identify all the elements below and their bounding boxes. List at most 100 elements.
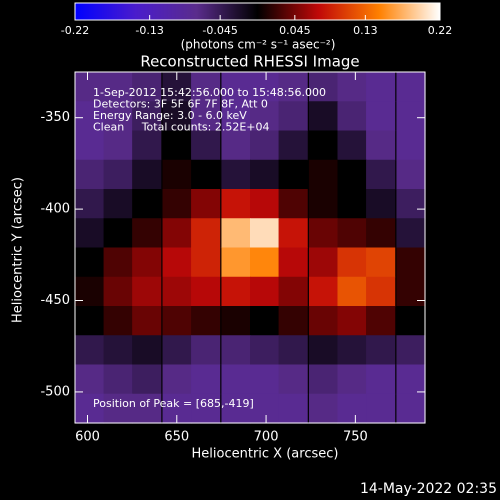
heatmap-cell <box>75 364 105 395</box>
heatmap-cell <box>162 364 192 395</box>
y-tick-label: -400 <box>40 202 70 217</box>
heatmap-cell <box>162 189 192 219</box>
heatmap-cell <box>191 335 221 366</box>
peak-label: Position of Peak = [685,-419] <box>93 397 254 410</box>
heatmap-cell <box>75 130 105 161</box>
heatmap-cell <box>366 72 396 102</box>
heatmap-cell <box>103 247 133 278</box>
heatmap-cell <box>103 218 133 249</box>
heatmap-cell <box>103 393 133 424</box>
heatmap-cell <box>337 72 367 102</box>
heatmap-cell <box>221 72 251 102</box>
heatmap-cell <box>278 218 308 249</box>
heatmap-cell <box>366 159 396 190</box>
heatmap-cell <box>250 218 280 249</box>
heatmap-cell <box>75 101 105 132</box>
heatmap-cell <box>162 306 192 336</box>
heatmap-cell <box>221 276 251 307</box>
heatmap-cell <box>308 364 339 395</box>
heatmap-cell <box>366 276 396 307</box>
heatmap-cell <box>162 247 192 278</box>
heatmap-cell <box>337 218 367 249</box>
y-tick-label: -350 <box>40 110 70 125</box>
heatmap-cell <box>221 335 251 366</box>
heatmap-cell <box>250 364 280 395</box>
heatmap-cell <box>337 247 367 278</box>
heatmap-cell <box>191 101 221 132</box>
heatmap-cell <box>132 101 162 132</box>
heatmap-cell <box>396 72 426 102</box>
heatmap-cell <box>132 218 162 249</box>
heatmap-cell <box>191 364 221 395</box>
heatmap-cell <box>132 189 162 219</box>
heatmap-cell <box>132 72 162 102</box>
heatmap-cell <box>308 101 339 132</box>
heatmap-cell <box>75 306 105 336</box>
heatmap-cell <box>162 101 192 132</box>
heatmap-cell <box>191 306 221 336</box>
heatmap-cell <box>191 72 221 102</box>
heatmap-cell <box>132 276 162 307</box>
heatmap-cell <box>337 130 367 161</box>
colorbar-tick-label: 0.13 <box>353 24 378 37</box>
heatmap-cell <box>75 247 105 278</box>
heatmap-cell <box>162 218 192 249</box>
heatmap-cell <box>278 335 308 366</box>
heatmap-cell <box>75 393 105 424</box>
heatmap-cell <box>250 335 280 366</box>
heatmap-cell <box>250 72 280 102</box>
heatmap-cell <box>221 130 251 161</box>
annotation: Detectors: 3F 5F 6F 7F 8F, Att 0 <box>93 98 268 111</box>
heatmap-cell <box>132 306 162 336</box>
heatmap-cell <box>308 247 339 278</box>
heatmap-cell <box>366 335 396 366</box>
heatmap-cell <box>366 393 396 424</box>
heatmap-cell <box>308 218 339 249</box>
y-axis-label: Heliocentric Y (arcsec) <box>11 177 26 323</box>
heatmap-cell <box>308 276 339 307</box>
heatmap-cell <box>250 306 280 336</box>
heatmap-cell <box>191 393 221 424</box>
heatmap-cell <box>278 393 308 424</box>
heatmap-cell <box>278 364 308 395</box>
footer: 14-May-2022 02:35 <box>360 481 497 497</box>
colorbar-tick-label: -0.045 <box>202 24 237 37</box>
heatmap-cell <box>162 159 192 190</box>
heatmap-cell <box>366 101 396 132</box>
heatmap-cell <box>191 276 221 307</box>
heatmap-cell <box>221 364 251 395</box>
heatmap-cell <box>75 276 105 307</box>
heatmap-cell <box>191 189 221 219</box>
heatmap-cell <box>75 72 105 102</box>
heatmap-cell <box>396 101 426 132</box>
heatmap-cell <box>337 335 367 366</box>
heatmap-cell <box>278 189 308 219</box>
heatmap-cell <box>250 393 280 424</box>
heatmap-cell <box>132 364 162 395</box>
heatmap-cell <box>366 364 396 395</box>
heatmap-cell <box>75 189 105 219</box>
heatmap-cell <box>191 130 221 161</box>
chart-title: Reconstructed RHESSI Image <box>140 53 359 71</box>
heatmap-cell <box>308 72 339 102</box>
heatmap-cell <box>366 130 396 161</box>
heatmap-cell <box>75 335 105 366</box>
annotation: Energy Range: 3.0 - 6.0 keV <box>93 109 247 122</box>
heatmap-cell <box>308 306 339 336</box>
heatmap-cell <box>278 72 308 102</box>
heatmap-cell <box>366 306 396 336</box>
heatmap-cell <box>162 335 192 366</box>
heatmap-cell <box>337 306 367 336</box>
heatmap-cell <box>75 218 105 249</box>
heatmap-cell <box>396 159 426 190</box>
heatmap-cell <box>278 130 308 161</box>
heatmap-cell <box>396 189 426 219</box>
heatmap-cell <box>337 189 367 219</box>
heatmap-cell <box>308 159 339 190</box>
x-tick-label: 700 <box>254 430 279 445</box>
heatmap-cell <box>132 159 162 190</box>
heatmap-cell <box>396 306 426 336</box>
heatmap-cell <box>250 247 280 278</box>
heatmap-cell <box>103 364 133 395</box>
heatmap-cell <box>103 130 133 161</box>
